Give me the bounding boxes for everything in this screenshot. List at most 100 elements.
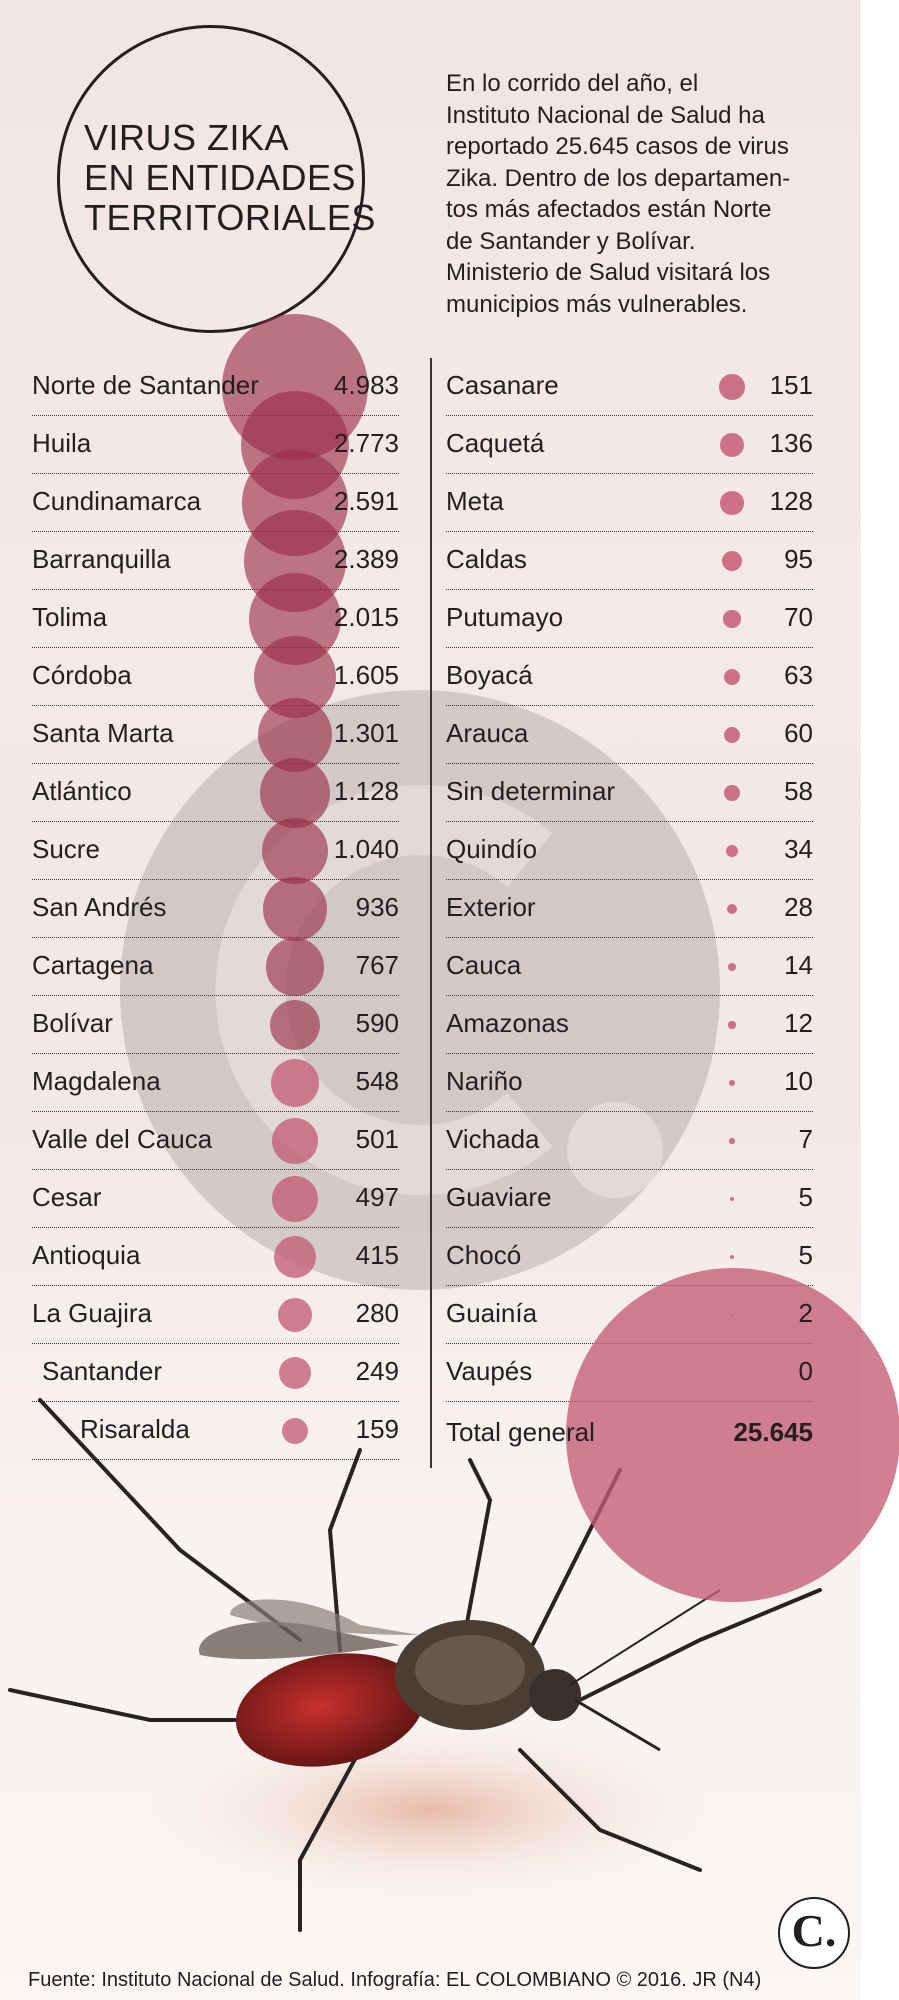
value-bubble: [726, 903, 738, 915]
row-label: Amazonas: [446, 1008, 569, 1038]
row-divider: [32, 821, 399, 822]
row-label: Sucre: [32, 834, 100, 864]
table-row: Santander 249: [32, 1344, 399, 1402]
mosquito-illustration: [8, 1398, 822, 1932]
row-divider: [32, 879, 399, 880]
table-row: Exterior 28: [446, 880, 813, 938]
row-value: 159: [355, 1414, 399, 1444]
row-divider: [32, 1227, 399, 1228]
row-divider: [32, 1111, 399, 1112]
value-bubble: [273, 1235, 317, 1279]
title-line-2: EN ENTIDADES: [84, 157, 357, 198]
row-label: Vaupés: [446, 1356, 533, 1386]
row-value: 0: [798, 1356, 813, 1386]
row-divider: [32, 995, 399, 996]
row-value: 95: [784, 544, 813, 574]
table-row: Vichada 7: [446, 1112, 813, 1170]
row-value: 136: [769, 428, 813, 458]
table-row: Boyacá 63: [446, 648, 813, 706]
value-bubble: [271, 1175, 319, 1223]
value-bubble: [270, 1058, 320, 1108]
table-row: Amazonas 12: [446, 996, 813, 1054]
table-row: Atlántico 1.128: [32, 764, 399, 822]
table-row: Valle del Cauca 501: [32, 1112, 399, 1170]
table-row: Chocó 5: [446, 1228, 813, 1286]
row-divider: [32, 1459, 399, 1460]
value-bubble: [725, 844, 739, 858]
table-row: Quindío 34: [446, 822, 813, 880]
row-label: Norte de Santander: [32, 370, 259, 400]
row-divider: [446, 647, 813, 648]
row-divider: [32, 1285, 399, 1286]
row-divider: [32, 1169, 399, 1170]
row-divider: [446, 879, 813, 880]
value-bubble: [269, 999, 321, 1051]
row-value: 590: [355, 1008, 399, 1038]
row-label: Bolívar: [32, 1008, 113, 1038]
row-label: Magdalena: [32, 1066, 161, 1096]
row-divider: [32, 937, 399, 938]
table-row: Santa Marta 1.301: [32, 706, 399, 764]
table-row: Meta 128: [446, 474, 813, 532]
row-divider: [446, 821, 813, 822]
title-line-3: TERRITORIALES: [84, 197, 376, 238]
table-row: Risaralda 159: [32, 1402, 399, 1460]
row-label: Barranquilla: [32, 544, 171, 574]
row-divider: [32, 1053, 399, 1054]
row-label: Santander: [42, 1356, 162, 1386]
row-divider: [32, 705, 399, 706]
value-bubble: [719, 432, 745, 458]
row-value: 1.128: [333, 776, 399, 806]
row-divider: [446, 995, 813, 996]
row-value: 10: [784, 1066, 813, 1096]
row-label: Risaralda: [80, 1414, 190, 1444]
row-value: 2: [798, 1298, 813, 1328]
row-label: San Andrés: [32, 892, 167, 922]
value-bubble: [281, 1417, 309, 1445]
table-row: Cauca 14: [446, 938, 813, 996]
row-divider: [32, 473, 399, 474]
row-divider: [32, 531, 399, 532]
intro-line: Ministerio de Salud visitará los: [446, 259, 771, 286]
row-value: 497: [355, 1182, 399, 1212]
value-bubble: [729, 1196, 735, 1202]
row-label: Caldas: [446, 544, 527, 574]
table-row: Guainía 2: [446, 1286, 813, 1344]
table-row: Caquetá 136: [446, 416, 813, 474]
row-divider: [446, 763, 813, 764]
table-row: Cesar 497: [32, 1170, 399, 1228]
row-value: 249: [355, 1356, 399, 1386]
table-row: Bolívar 590: [32, 996, 399, 1054]
table-row: Caldas 95: [446, 532, 813, 590]
value-bubble: [260, 758, 330, 828]
row-value: 14: [784, 950, 813, 980]
value-bubble: [278, 1356, 312, 1390]
row-label: Antioquia: [32, 1240, 141, 1270]
row-label: Quindío: [446, 834, 538, 864]
row-value: 5: [798, 1182, 813, 1212]
row-value: 60: [784, 718, 813, 748]
row-value: 58: [784, 776, 813, 806]
intro-line: reportado 25.645 casos de virus: [446, 133, 789, 160]
row-divider: [446, 937, 813, 938]
row-label: Arauca: [446, 718, 529, 748]
row-divider: [446, 705, 813, 706]
row-label: Atlántico: [32, 776, 132, 806]
value-bubble: [266, 938, 324, 996]
row-divider: [446, 1111, 813, 1112]
row-value: 2.389: [333, 544, 399, 574]
row-value: 1.605: [333, 660, 399, 690]
table-row: Arauca 60: [446, 706, 813, 764]
intro-line: municipios más vulnerables.: [446, 290, 748, 318]
row-value: 128: [769, 486, 813, 516]
value-bubble: [721, 550, 743, 572]
row-divider: [32, 589, 399, 590]
row-value: 151: [769, 370, 813, 400]
value-bubble: [729, 1138, 735, 1144]
row-value: 2.591: [333, 486, 399, 516]
row-divider: [32, 1343, 399, 1344]
row-divider: [446, 415, 813, 416]
table-row: Antioquia 415: [32, 1228, 399, 1286]
value-bubble: [723, 726, 740, 743]
table-row: Cartagena 767: [32, 938, 399, 996]
